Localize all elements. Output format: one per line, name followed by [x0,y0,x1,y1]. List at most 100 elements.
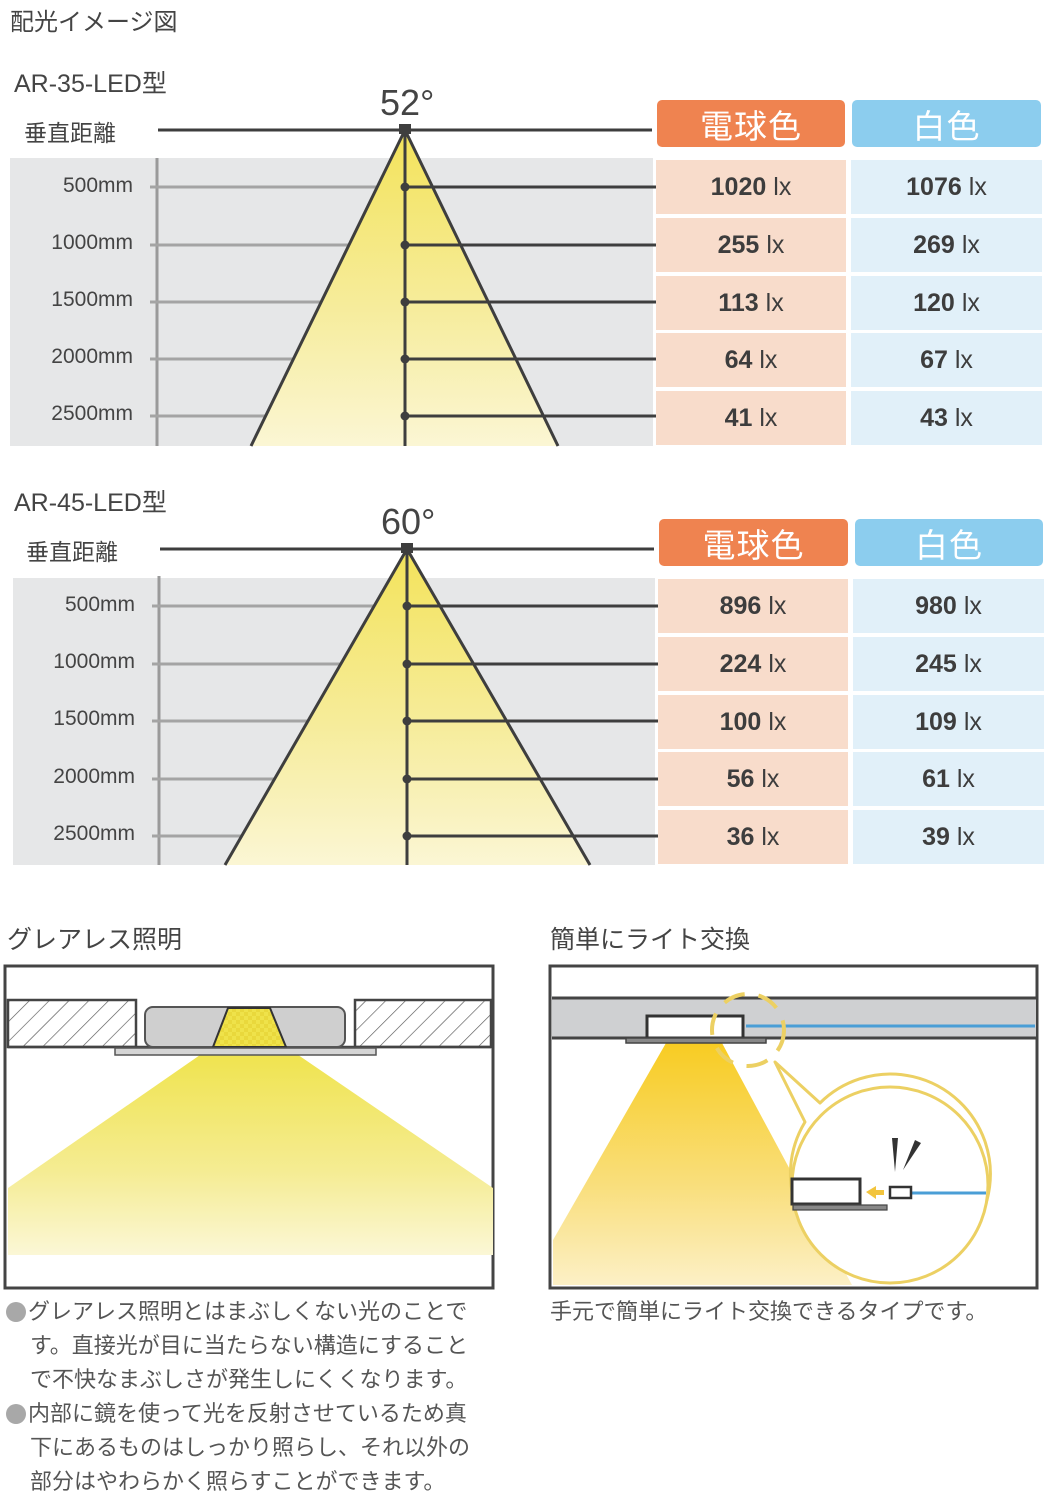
lux-unit: lx [759,403,778,432]
lux-unit: lx [968,172,987,201]
lux-unit: lx [956,822,975,851]
row-distance-label: 2500mm [53,822,135,845]
row-distance-label: 1500mm [53,707,135,730]
lux-cell-warm: 36 lx [658,810,848,864]
lux-unit: lx [954,345,973,374]
lux-value: 67 [920,345,948,374]
bullet-icon [6,1404,26,1424]
description-line: 部分はやわらかく照らすことができます。 [6,1466,470,1500]
lux-cell-white: 245 lx [853,637,1044,691]
description-text: グレアレス照明とはまぶしくない光のことで [28,1300,468,1325]
lux-value: 113 [718,288,759,317]
lux-cell-white: 109 lx [853,695,1044,749]
description-line: す。直接光が目に当たらない構造にすること [6,1330,470,1364]
description-text: す。直接光が目に当たらない構造にすること [30,1334,469,1359]
lux-unit: lx [956,764,975,793]
lux-value: 255 [717,230,760,259]
lux-value: 100 [719,707,762,736]
column-header-white: 白色 [855,519,1043,566]
lux-unit: lx [761,822,780,851]
lux-value: 896 [719,591,762,620]
glareless-illustration [3,964,495,1290]
lux-value: 61 [922,764,950,793]
lux-cell-white: 67 lx [851,333,1042,387]
lux-cell-white: 269 lx [851,218,1042,272]
lux-cell-white: 61 lx [853,752,1044,806]
lux-cell-warm: 64 lx [656,333,846,387]
description-text: で不快なまぶしさが発生しにくくなります。 [30,1368,468,1393]
column-header-warm: 電球色 [657,100,845,147]
row-distance-label: 1000mm [53,650,135,673]
lux-unit: lx [761,764,780,793]
description-line: 内部に鏡を使って光を反射させているため真 [6,1398,470,1432]
row-distance-label: 500mm [62,174,133,197]
lux-unit: lx [961,230,980,259]
column-header-white: 白色 [852,100,1041,147]
lux-unit: lx [768,591,787,620]
lux-cell-warm: 255 lx [656,218,846,272]
lux-cell-warm: 1020 lx [656,160,846,214]
lux-value: 41 [724,403,753,432]
glareless-title: グレアレス照明 [7,925,183,954]
lux-value: 120 [913,288,955,317]
description-line: 下にあるものはしっかり照らし、それ以外の [6,1432,470,1466]
lux-value: 224 [719,649,762,678]
distance-label-ar35: 垂直距離 [24,121,116,147]
lux-cell-warm: 56 lx [658,752,848,806]
lux-value: 36 [726,822,755,851]
model-title-ar45: AR-45-LED型 [14,489,167,517]
row-distance-label: 2500mm [51,402,133,425]
lux-unit: lx [765,288,784,317]
lux-cell-white: 1076 lx [851,160,1042,214]
lux-cell-warm: 224 lx [658,637,848,691]
lux-cell-warm: 41 lx [656,391,846,445]
description-text: 内部に鏡を使って光を反射させているため真 [28,1402,467,1427]
description-text: 部分はやわらかく照らすことができます。 [30,1470,446,1495]
lux-unit: lx [766,230,785,259]
lux-cell-white: 120 lx [851,276,1042,330]
lux-unit: lx [961,288,980,317]
easy-replace-description: 手元で簡単にライト交換できるタイプです。 [550,1300,988,1325]
lux-unit: lx [954,403,973,432]
lux-cell-white: 39 lx [853,810,1044,864]
lux-value: 43 [920,403,948,432]
lux-unit: lx [963,707,982,736]
easy-replace-illustration [548,964,1039,1290]
distance-label-ar45: 垂直距離 [26,540,118,566]
row-distance-label: 2000mm [53,765,135,788]
lux-cell-warm: 113 lx [656,276,846,330]
lux-value: 1020 [710,172,767,201]
bullet-icon [6,1302,26,1322]
lux-value: 109 [915,707,957,736]
row-distance-label: 1500mm [51,288,133,311]
lux-cell-white: 43 lx [851,391,1042,445]
description-line: で不快なまぶしさが発生しにくくなります。 [6,1364,470,1398]
description-line: グレアレス照明とはまぶしくない光のことで [6,1296,470,1330]
lux-cell-warm: 896 lx [658,579,848,633]
beam-angle-ar35: 52° [380,82,435,123]
lux-cell-warm: 100 lx [658,695,848,749]
lux-unit: lx [759,345,778,374]
beam-diagram-ar35 [10,124,656,447]
easy-replace-title: 簡単にライト交換 [550,925,751,954]
lux-cell-white: 980 lx [853,579,1044,633]
description-text: 下にあるものはしっかり照らし、それ以外の [30,1436,471,1461]
row-distance-label: 1000mm [51,231,133,254]
beam-diagram-ar45 [13,543,658,866]
page-title: 配光イメージ図 [10,8,178,36]
lux-value: 39 [922,822,950,851]
lux-value: 1076 [906,172,962,201]
lux-value: 64 [724,345,753,374]
lux-unit: lx [963,591,982,620]
lux-unit: lx [768,649,787,678]
lux-value: 245 [915,649,957,678]
lux-value: 269 [913,230,955,259]
beam-angle-ar45: 60° [381,501,436,542]
row-distance-label: 2000mm [51,345,133,368]
lux-unit: lx [963,649,982,678]
lux-unit: lx [768,707,787,736]
glareless-description: グレアレス照明とはまぶしくない光のことで す。直接光が目に当たらない構造にするこ… [6,1296,470,1500]
lux-value: 56 [726,764,755,793]
model-title-ar35: AR-35-LED型 [14,70,167,98]
